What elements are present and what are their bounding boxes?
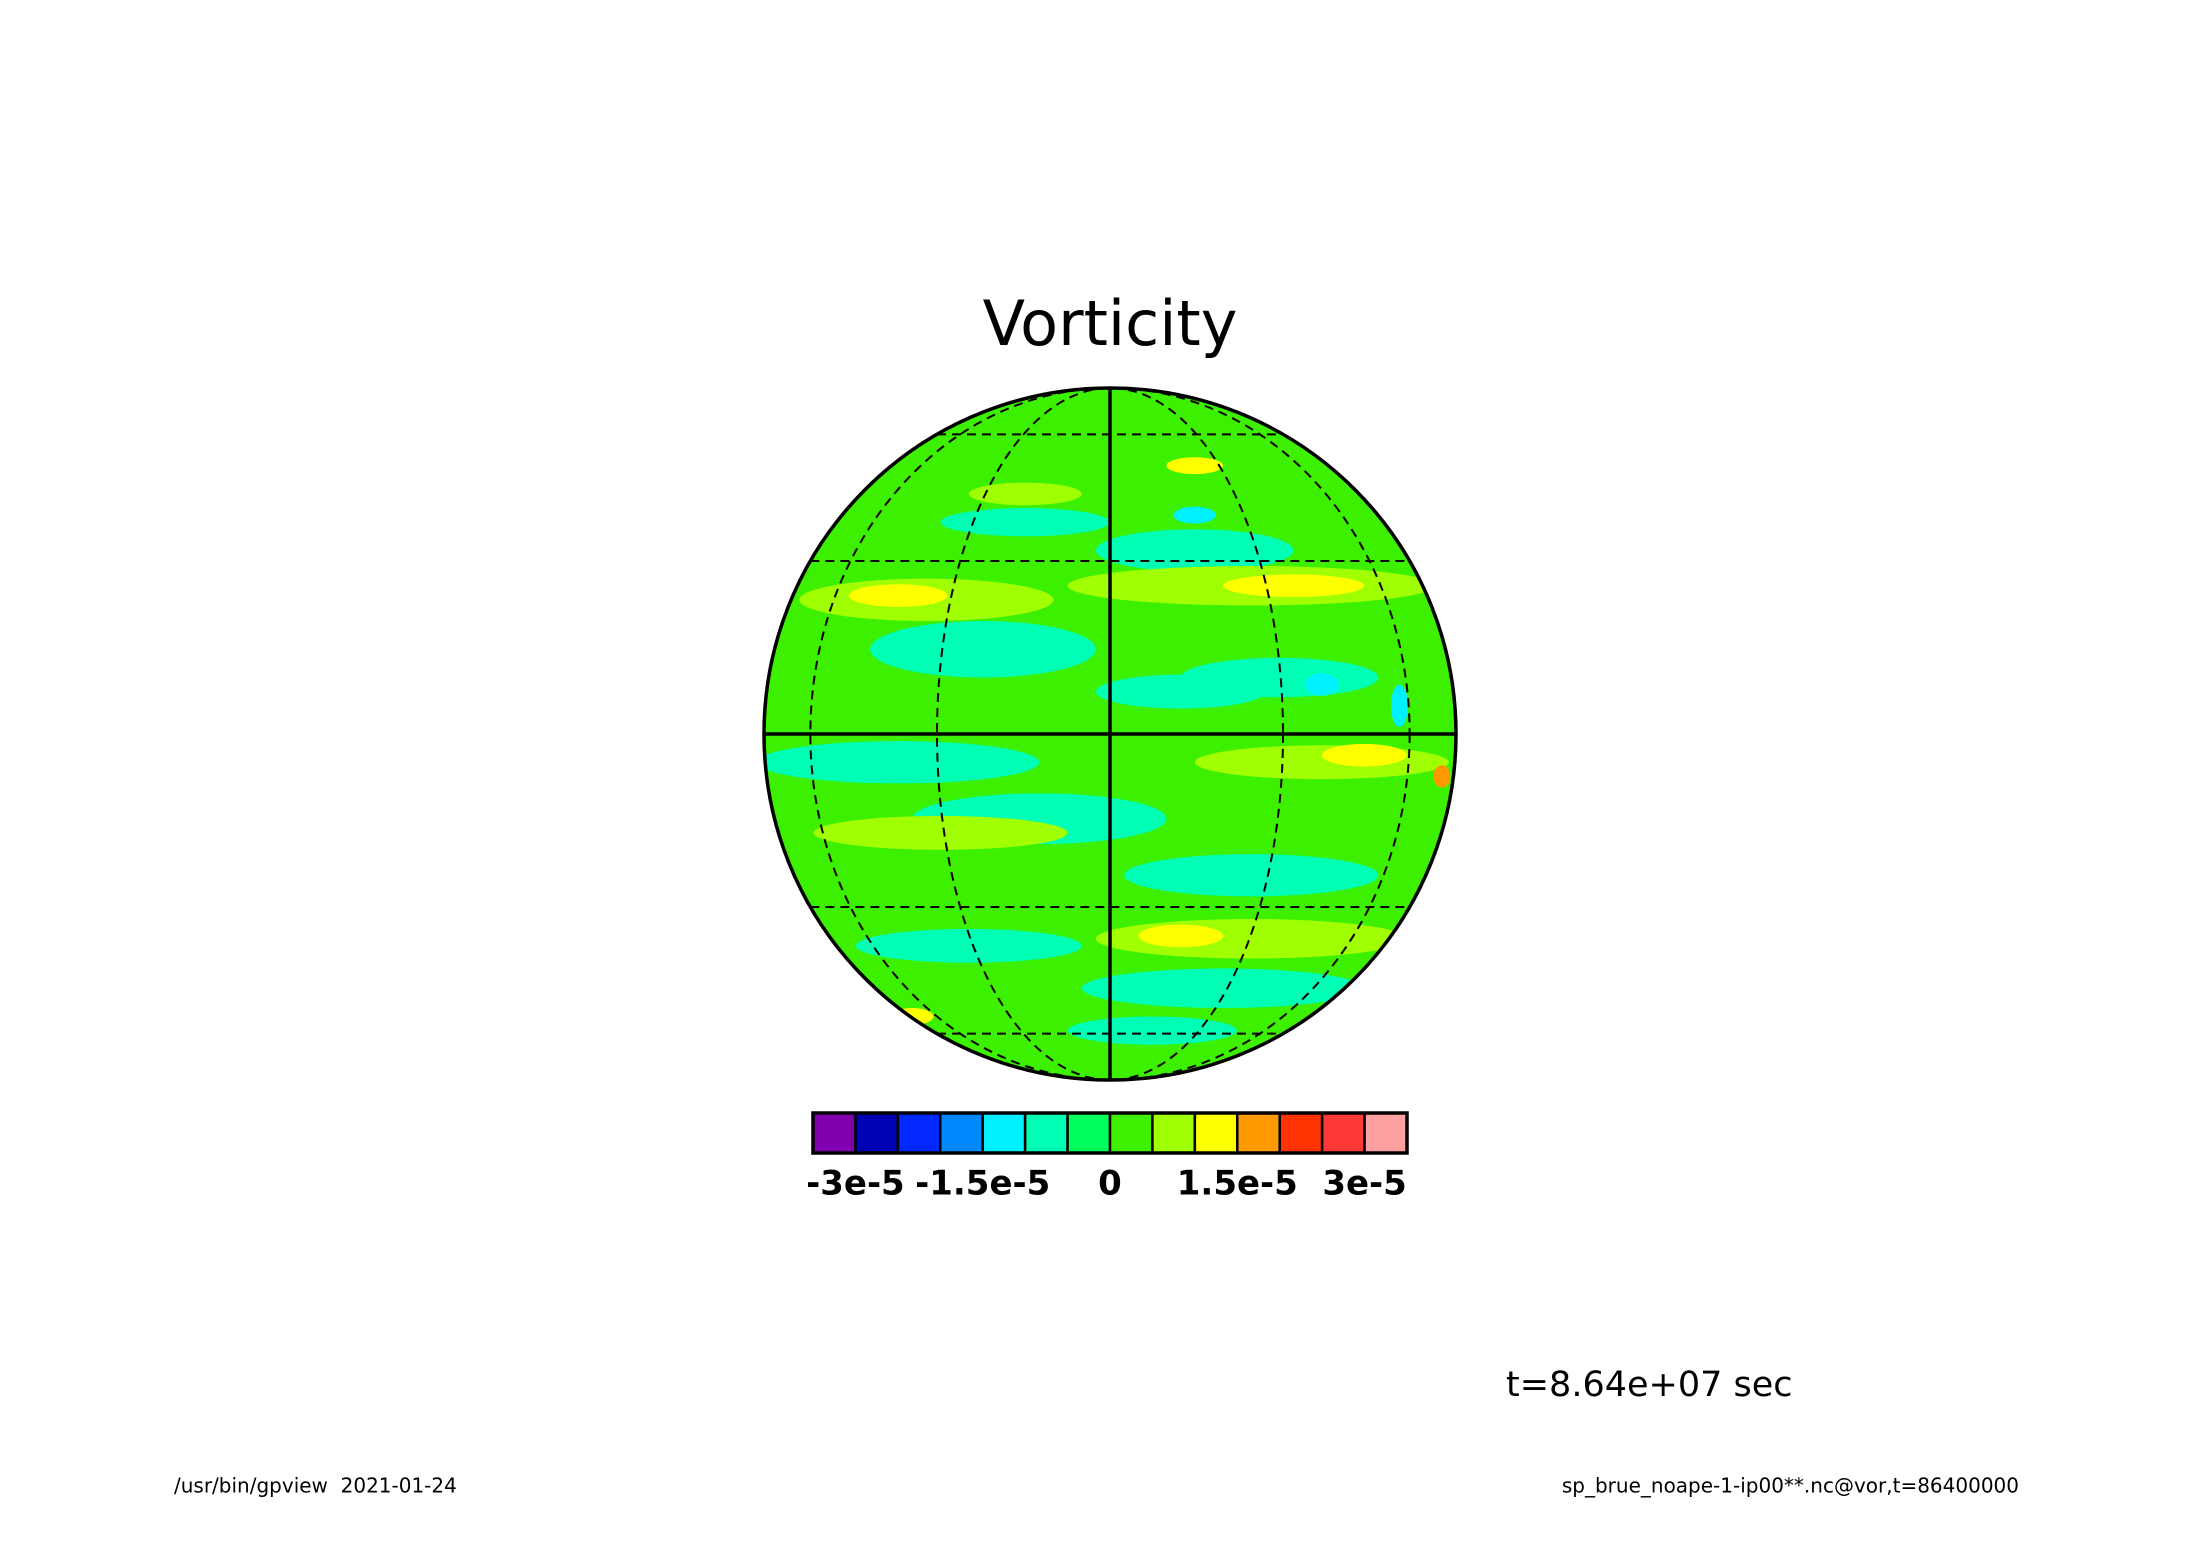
chart-title: Vorticity <box>983 287 1238 360</box>
colorbar-tick-label: -3e-5 <box>806 1164 905 1204</box>
contour-band <box>1124 854 1379 897</box>
contour-band <box>813 815 1068 850</box>
contour-band <box>1081 968 1365 1008</box>
contour-band <box>1433 765 1451 788</box>
contour-band <box>1321 743 1407 767</box>
colorbar-tick-label: 3e-5 <box>1322 1164 1407 1204</box>
contour-band <box>1166 457 1223 475</box>
colorbar-box <box>1193 1111 1239 1155</box>
contour-band <box>855 928 1082 963</box>
globe-outline <box>762 386 1458 1082</box>
contour-band <box>1194 745 1449 780</box>
colorbar-box <box>1320 1111 1366 1155</box>
contour-band <box>764 741 1040 784</box>
colorbar-box <box>1151 1111 1197 1155</box>
colorbar-tick-label: 1.5e-5 <box>1177 1164 1298 1204</box>
colorbar-box <box>981 1111 1027 1155</box>
contour-band <box>1067 1016 1238 1045</box>
colorbar-tick-label: 0 <box>1098 1164 1122 1204</box>
colorbar-box <box>896 1111 942 1155</box>
colorbar-box <box>1023 1111 1069 1155</box>
contour-band <box>968 482 1082 506</box>
contour-band <box>1173 506 1216 524</box>
time-annotation: t=8.64e+07 sec <box>1506 1365 1793 1405</box>
colorbar-box <box>854 1111 900 1155</box>
graticule <box>762 386 1458 1082</box>
contour-band <box>940 508 1110 537</box>
colorbar-box <box>1236 1111 1281 1155</box>
contour-band <box>1222 574 1365 598</box>
colorbar-tick-label: -1.5e-5 <box>915 1164 1050 1204</box>
footer-right: sp_brue_noape-1-ip00**.nc@vor,t=86400000 <box>1562 1474 2019 1498</box>
contour-band <box>1138 924 1223 948</box>
contour-band <box>1304 673 1339 696</box>
contour-band <box>869 621 1096 678</box>
colorbar-frame <box>811 1111 1409 1155</box>
colorbar-box <box>939 1111 984 1155</box>
contour-band <box>848 584 948 607</box>
contour-band <box>1391 684 1408 727</box>
colorbar-box <box>1066 1111 1112 1155</box>
colorbar-box <box>1278 1111 1324 1155</box>
contour-band <box>1095 529 1294 572</box>
colorbar-box <box>811 1111 857 1155</box>
colorbar-box <box>1108 1111 1154 1155</box>
colorbar-box <box>1363 1111 1409 1155</box>
colorbar: -3e-5 -1.5e-5 0 1.5e-5 3e-5 <box>806 1111 1409 1204</box>
contour-band <box>1095 674 1266 709</box>
footer-left: /usr/bin/gpview 2021-01-24 <box>174 1474 457 1498</box>
